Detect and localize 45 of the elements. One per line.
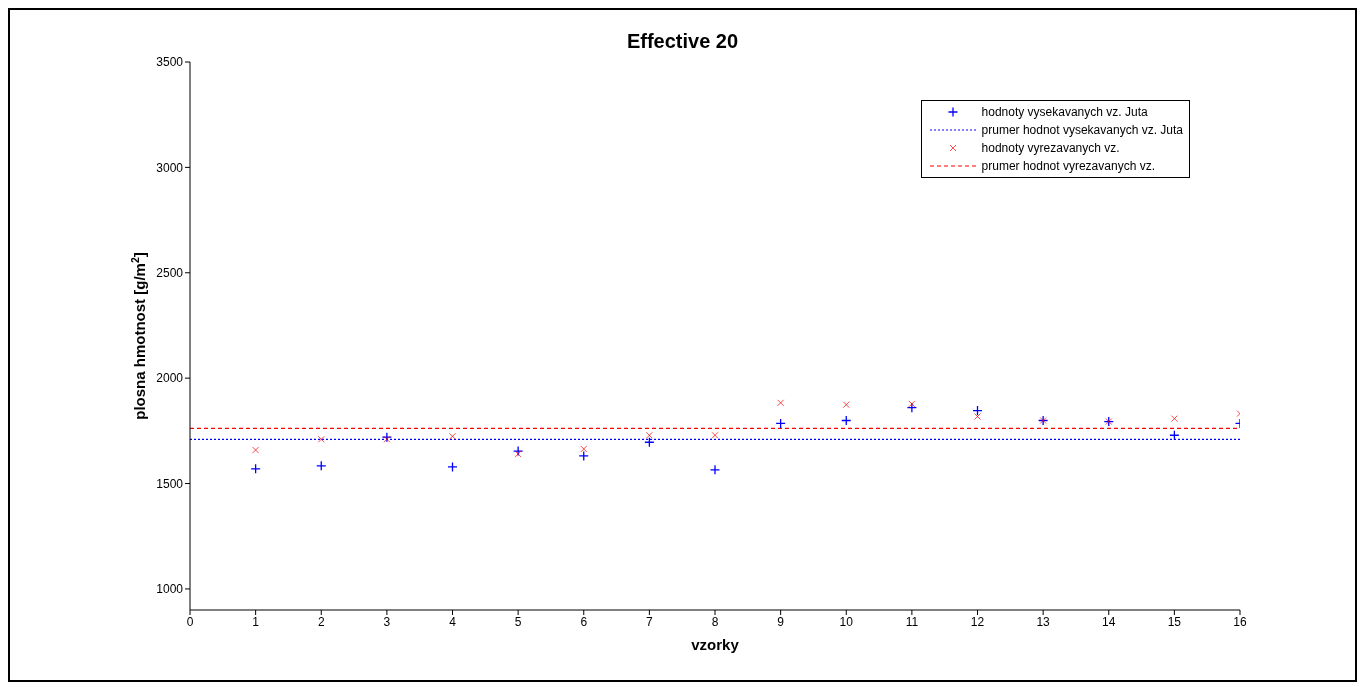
point [449, 432, 456, 440]
x-tick-label: 16 [1233, 614, 1247, 629]
x-tick-label: 11 [905, 614, 919, 629]
x-tick-label: 15 [1167, 614, 1182, 629]
legend-label: prumer hodnot vyrezavanych vz. [981, 159, 1155, 173]
x-tick-label: 9 [777, 614, 785, 629]
y-tick-label: 1000 [156, 582, 184, 597]
point [908, 400, 916, 408]
x-tick-label: 2 [317, 614, 325, 629]
legend-label: hodnoty vysekavanych vz. Juta [981, 105, 1148, 119]
y-tick-label: 3000 [156, 160, 184, 175]
legend-label: hodnoty vyrezavanych vz. [981, 141, 1120, 155]
x-tick-label: 0 [186, 614, 194, 629]
x-tick-label: 1 [252, 614, 260, 629]
x-tick-label: 7 [646, 614, 654, 629]
point [711, 431, 719, 439]
point [842, 401, 850, 409]
point [514, 450, 522, 458]
y-tick-label: 2500 [156, 266, 184, 281]
legend-label: prumer hodnot vysekavanych vz. Juta [981, 123, 1183, 137]
y-tick-label: 1500 [156, 476, 184, 491]
chart-title: Effective 20 [625, 30, 740, 53]
point [777, 399, 785, 407]
x-tick-label: 5 [514, 614, 522, 629]
y-tick-label: 3500 [156, 55, 184, 70]
point [580, 445, 588, 453]
y-tick-label: 2000 [156, 371, 184, 386]
point [906, 402, 918, 413]
point [512, 445, 524, 457]
x-axis-title: vzorky [691, 636, 740, 653]
x-tick-label: 10 [839, 614, 854, 629]
point [252, 446, 260, 454]
point [645, 431, 653, 439]
x-tick-label: 8 [711, 614, 719, 629]
x-tick-label: 13 [1036, 614, 1051, 629]
point [578, 450, 589, 462]
x-tick-label: 12 [970, 614, 985, 629]
point [1170, 415, 1178, 423]
point [447, 461, 458, 473]
point [709, 464, 721, 475]
x-tick-label: 4 [449, 614, 457, 629]
point [317, 435, 325, 443]
x-tick-label: 6 [580, 614, 588, 629]
x-tick-label: 14 [1102, 614, 1116, 629]
x-tick-label: 3 [383, 614, 391, 629]
